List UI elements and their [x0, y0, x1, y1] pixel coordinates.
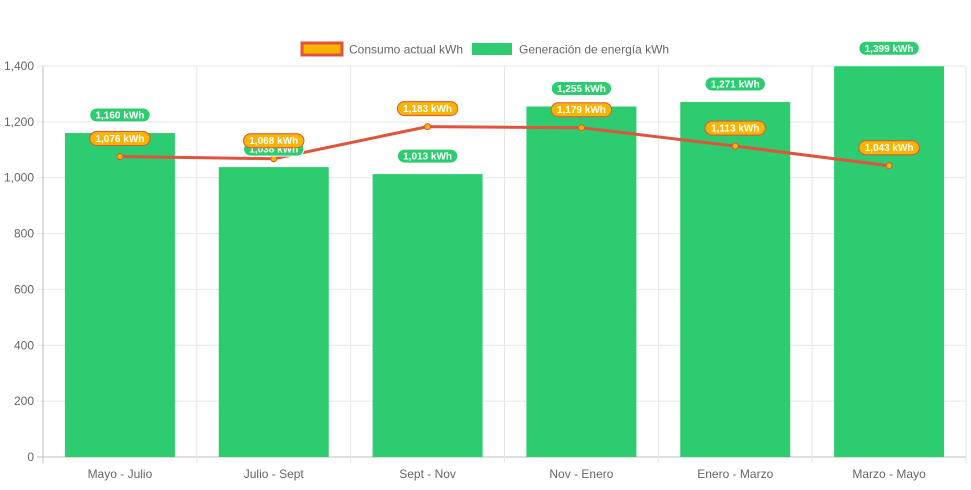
data-label-consumo-bg — [858, 140, 920, 156]
data-label-generacion: 1,271 kWh — [711, 80, 760, 91]
data-label-consumo-bg — [89, 130, 151, 146]
y-tick-label: 1,200 — [4, 115, 34, 129]
data-labels: 1,160 kWh 1,038 kWh 1,013 kWh 1,255 kWh 1,27… — [89, 40, 920, 164]
point-consumo — [424, 123, 432, 131]
data-label-generacion: 1,038 kWh — [249, 145, 298, 156]
data-label-generacion-bg — [550, 80, 613, 96]
data-label-consumo-bg — [243, 133, 305, 149]
bar-generacion — [64, 133, 175, 457]
data-label-consumo-bg — [550, 102, 613, 118]
data-label-consumo: 1,076 kWh — [95, 134, 144, 145]
y-tick-label: 0 — [27, 450, 34, 464]
data-label-consumo: 1,179 kWh — [557, 105, 606, 116]
point-consumo — [116, 152, 124, 160]
y-tick-label: 800 — [14, 227, 34, 241]
y-tick-label: 600 — [14, 282, 34, 296]
y-tick-label: 200 — [14, 394, 34, 408]
data-label-generacion-bg — [704, 76, 766, 92]
data-label-generacion: 1,399 kWh — [865, 44, 914, 55]
x-tick-label: Julio - Sept — [244, 467, 305, 481]
point-consumo — [270, 155, 278, 163]
legend-item-consumo[interactable]: Consumo actual kWh — [300, 41, 463, 57]
data-label-consumo: 1,113 kWh — [711, 124, 759, 135]
legend: Consumo actual kWh Generación de energía… — [300, 41, 669, 57]
data-label-generacion: 1,013 kWh — [403, 152, 452, 163]
line-consumo — [119, 125, 890, 168]
data-label-consumo: 1,043 kWh — [865, 143, 914, 154]
legend-swatch-consumo — [300, 41, 344, 57]
grid-lines — [37, 65, 967, 463]
bar-generacion — [218, 167, 329, 457]
bar-generacion — [680, 102, 791, 457]
line-series — [116, 123, 893, 170]
x-tick-label: Mayo - Julio — [88, 467, 153, 481]
bar-generacion — [834, 66, 945, 457]
data-label-consumo: 1,183 kWh — [403, 104, 452, 115]
y-tick-label: 400 — [14, 338, 34, 352]
data-label-generacion-bg — [89, 107, 151, 123]
data-label-generacion-bg — [858, 40, 920, 56]
x-tick-label: Nov - Enero — [549, 467, 613, 481]
legend-label-generacion: Generación de energía kWh — [519, 43, 669, 57]
bar-generacion — [372, 174, 483, 458]
point-consumo — [577, 124, 585, 132]
data-label-generacion: 1,255 kWh — [557, 84, 606, 95]
y-tick-label: 1,400 — [4, 59, 34, 73]
axes: 0 200 400 600 800 1,000 1,200 1,400 Mayo - Julio… — [4, 59, 926, 481]
x-tick-label: Sept - Nov — [399, 467, 456, 481]
legend-label-consumo: Consumo actual kWh — [349, 43, 463, 57]
point-consumo — [731, 142, 739, 150]
data-label-consumo-bg — [704, 120, 766, 136]
data-label-consumo: 1,068 kWh — [249, 136, 298, 147]
y-tick-label: 1,000 — [4, 171, 34, 185]
bar-series — [64, 66, 945, 458]
data-label-consumo-bg — [396, 101, 459, 117]
data-label-generacion: 1,160 kWh — [95, 111, 144, 122]
x-tick-label: Marzo - Mayo — [852, 467, 926, 481]
x-tick-label: Enero - Marzo — [697, 467, 773, 481]
data-label-generacion-bg — [396, 148, 459, 164]
point-consumo — [885, 162, 893, 170]
legend-swatch-generacion — [472, 43, 512, 55]
bar-generacion — [526, 106, 637, 457]
legend-item-generacion[interactable]: Generación de energía kWh — [472, 43, 669, 57]
